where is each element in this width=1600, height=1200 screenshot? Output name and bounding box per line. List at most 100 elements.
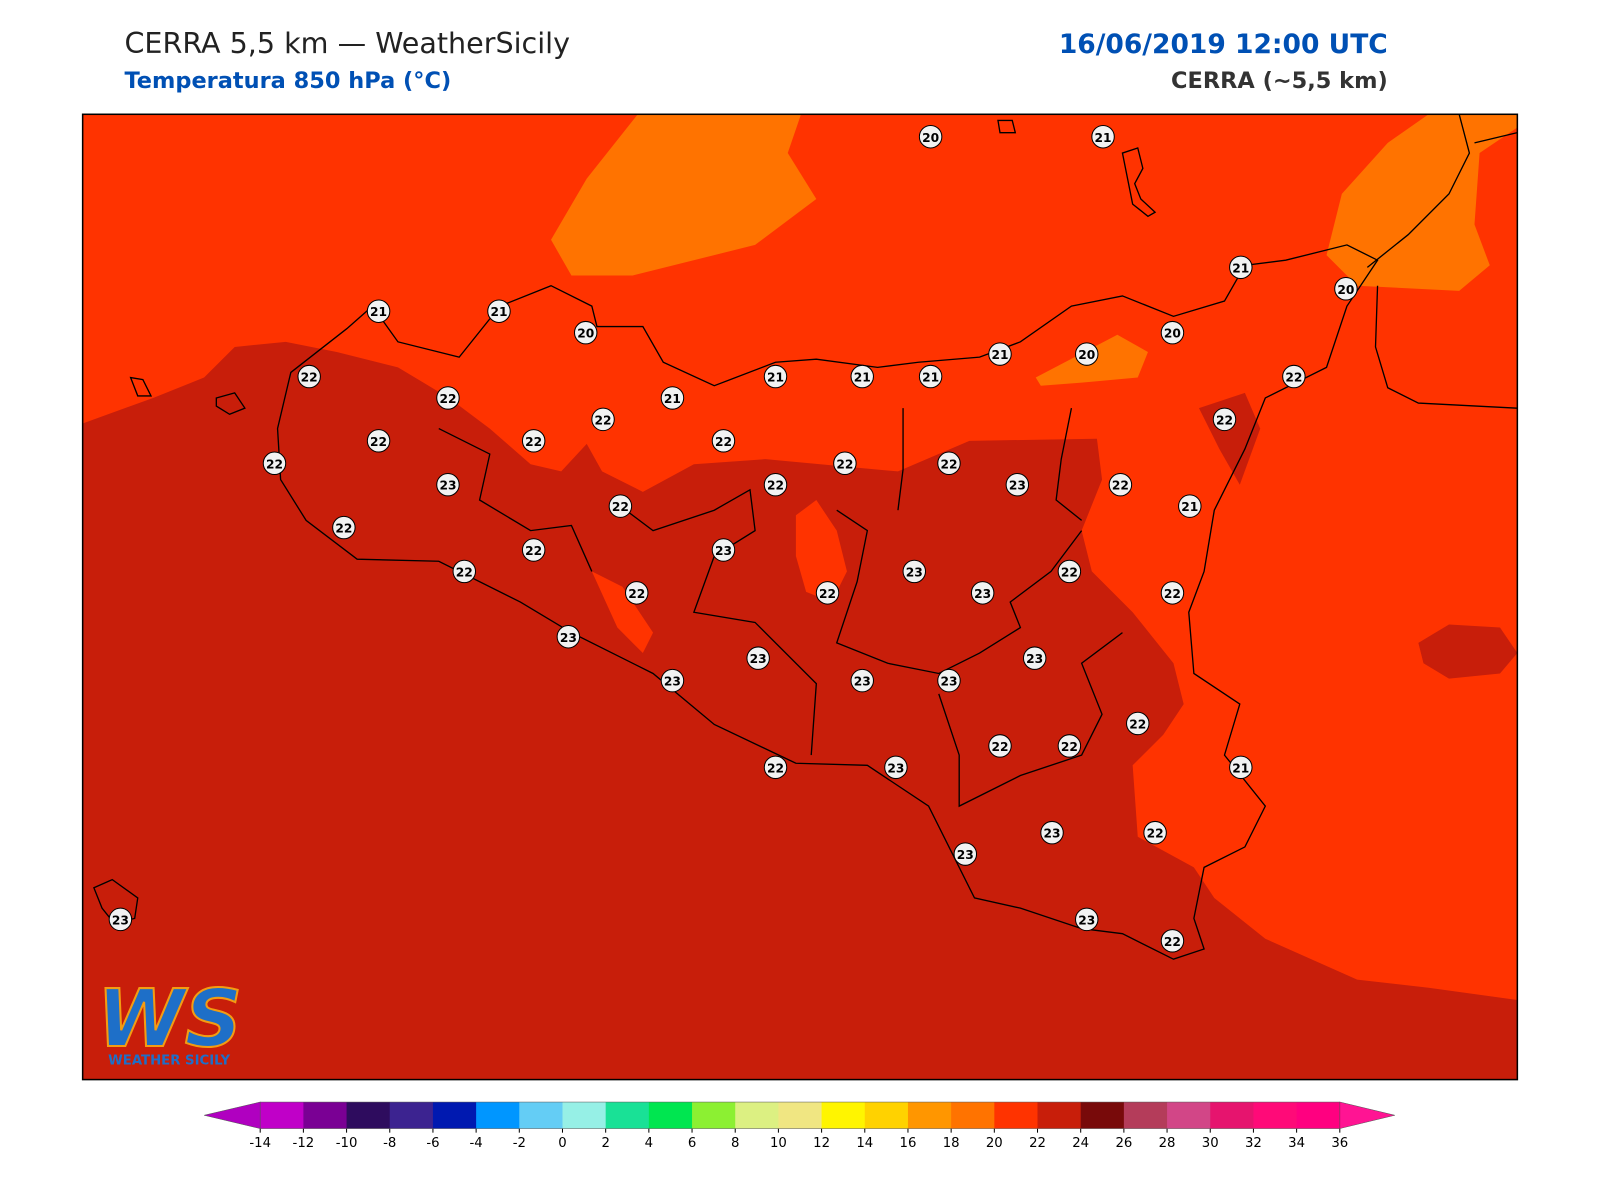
station: 22: [521, 429, 546, 453]
colorbar-box: [951, 1102, 995, 1129]
station-marker: [1057, 559, 1082, 584]
station-value: 22: [266, 457, 283, 471]
station-marker: [918, 364, 943, 389]
station-marker: [452, 559, 477, 584]
station-value: 23: [887, 761, 904, 775]
station-value: 21: [370, 305, 387, 319]
station-marker: [1057, 734, 1082, 758]
station-marker: [366, 429, 391, 453]
station-marker: [108, 907, 133, 932]
station: 20: [1160, 320, 1185, 345]
station-value: 22: [1061, 740, 1078, 754]
station: 23: [108, 907, 133, 932]
colorbar-tick-label: 14: [856, 1136, 873, 1151]
colorbar-tick-label: 22: [1029, 1136, 1046, 1151]
station-value: 21: [1232, 261, 1249, 275]
station: 21: [487, 299, 511, 323]
station-value: 22: [439, 392, 456, 406]
station: 23: [746, 646, 770, 670]
colorbar-box: [1080, 1102, 1125, 1129]
station-value: 21: [767, 371, 784, 385]
station-value: 23: [940, 675, 957, 689]
colorbar-tick-label: -10: [336, 1136, 358, 1151]
model: CERRA (~5,5 km): [1171, 68, 1388, 94]
station-marker: [1160, 320, 1185, 345]
station: 21: [988, 342, 1012, 366]
colorbar-box: [432, 1102, 477, 1129]
station-marker: [1126, 711, 1150, 736]
station-value: 22: [335, 522, 352, 536]
station: 22: [1057, 734, 1082, 758]
station-value: 22: [370, 435, 387, 449]
station: 22: [1108, 472, 1133, 497]
station: 23: [1005, 472, 1030, 497]
field-18-20: [1326, 114, 1518, 291]
colorbar-box: [1210, 1102, 1254, 1129]
station: 22: [711, 429, 736, 453]
station-value: 20: [922, 131, 939, 145]
colorbar-tick-label: 0: [558, 1136, 566, 1151]
station: 22: [1282, 364, 1306, 389]
station-value: 22: [715, 435, 732, 449]
station-marker: [332, 515, 356, 540]
station-marker: [953, 842, 978, 866]
station-value: 22: [628, 587, 645, 601]
station-marker: [833, 451, 857, 475]
station: 23: [850, 668, 874, 693]
station-marker: [850, 668, 874, 693]
station: 22: [262, 451, 287, 475]
map-area: 20 21 21 20 21 21 20 20 21 20 22 21 21 21 22 22 21 22 22 22…: [82, 114, 1518, 1080]
station-value: 20: [1164, 327, 1181, 341]
station: 22: [608, 494, 633, 518]
colorbar-tick-label: 2: [601, 1136, 609, 1151]
station-marker: [660, 668, 685, 693]
colorbar-tick-label: -4: [470, 1136, 483, 1151]
station-value: 23: [664, 675, 681, 689]
station-value: 20: [577, 327, 594, 341]
colorbar-box: [389, 1102, 434, 1129]
colorbar-tick-label: 32: [1245, 1136, 1262, 1151]
colorbar-box: [821, 1102, 866, 1129]
station-marker: [918, 125, 943, 149]
station-marker: [1178, 494, 1202, 518]
station: 20: [1075, 342, 1099, 366]
station-marker: [608, 494, 633, 518]
colorbar-tick-label: 10: [770, 1136, 787, 1151]
station-value: 22: [1129, 717, 1146, 731]
colorbar-tick-label: -12: [293, 1136, 315, 1151]
station-value: 22: [612, 500, 629, 514]
station: 23: [970, 581, 995, 605]
station: 23: [1075, 907, 1099, 932]
station-value: 21: [991, 348, 1008, 362]
colorbar-tick-label: 26: [1115, 1136, 1132, 1151]
station-value: 23: [750, 652, 767, 666]
station-marker: [573, 320, 598, 345]
station: 22: [521, 538, 546, 562]
station: 22: [366, 429, 391, 453]
station-marker: [850, 364, 874, 389]
station-value: 22: [819, 587, 836, 601]
station-value: 23: [560, 631, 577, 645]
station-marker: [746, 646, 770, 670]
station: 22: [591, 407, 615, 432]
colorbar-box: [648, 1102, 693, 1129]
colorbar-tick-label: -6: [426, 1136, 439, 1151]
station-marker: [1282, 364, 1306, 389]
colorbar-tick-label: 36: [1331, 1136, 1348, 1151]
station-marker: [988, 734, 1012, 758]
colorbar-box: [346, 1102, 391, 1129]
colorbar-box: [519, 1102, 563, 1129]
station-marker: [711, 429, 736, 453]
station-marker: [884, 755, 908, 780]
station: 20: [918, 125, 943, 149]
station: 22: [1212, 407, 1237, 432]
station-value: 22: [525, 435, 542, 449]
station-value: 21: [922, 371, 939, 385]
stations: 20 21 21 20 21 21 20 20 21 20 22 21 21 21 22 22 21 22 22 22…: [108, 125, 1358, 953]
station: 23: [1040, 820, 1064, 845]
station: 22: [1160, 929, 1185, 953]
station-marker: [1160, 929, 1185, 953]
station-marker: [591, 407, 615, 432]
colorbar-outline: [259, 1101, 1341, 1129]
